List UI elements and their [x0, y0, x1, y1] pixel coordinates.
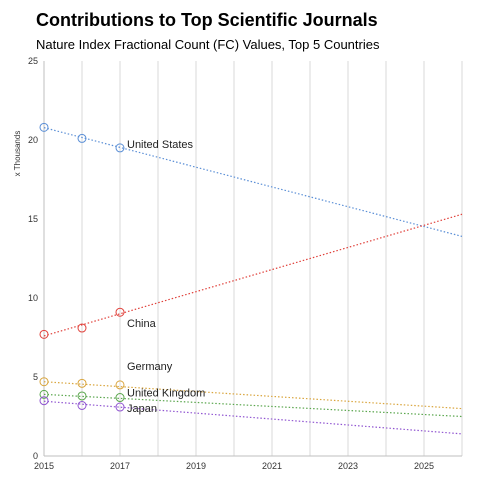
y-tick-label: 0 [33, 451, 38, 461]
data-point [77, 391, 87, 401]
data-point [39, 122, 49, 132]
x-tick-label: 2015 [34, 461, 54, 471]
data-point [115, 307, 125, 317]
data-point [39, 377, 49, 387]
trendline [43, 381, 463, 410]
chart-title: Contributions to Top Scientific Journals [36, 10, 378, 30]
data-point [115, 402, 125, 412]
data-point [115, 380, 125, 390]
y-tick-label: 20 [28, 135, 38, 145]
data-point [77, 378, 87, 388]
series-label: China [127, 318, 157, 330]
data-point [39, 396, 49, 406]
data-point [39, 329, 49, 339]
y-tick-label: 15 [28, 214, 38, 224]
data-point [77, 133, 87, 143]
data-point [115, 143, 125, 153]
chart-subtitle: Nature Index Fractional Count (FC) Value… [36, 37, 380, 52]
series-label: Germany [127, 361, 173, 373]
data-point [77, 400, 87, 410]
x-tick-label: 2021 [262, 461, 282, 471]
data-point [39, 389, 49, 399]
x-tick-label: 2025 [414, 461, 434, 471]
y-tick-label: 25 [28, 56, 38, 66]
y-tick-label: 5 [33, 372, 38, 382]
trendline [43, 400, 463, 435]
x-tick-label: 2019 [186, 461, 206, 471]
x-tick-label: 2023 [338, 461, 358, 471]
data-point [115, 393, 125, 403]
series-label: Japan [127, 403, 157, 415]
y-tick-label: 10 [28, 293, 38, 303]
data-point [77, 323, 87, 333]
y-axis-label: x Thousands [13, 131, 22, 177]
trendline [43, 213, 463, 337]
trendline [43, 127, 463, 237]
series-label: United States [127, 139, 194, 151]
x-tick-label: 2017 [110, 461, 130, 471]
trendline [43, 393, 463, 418]
series-label: United Kingdom [127, 388, 205, 400]
